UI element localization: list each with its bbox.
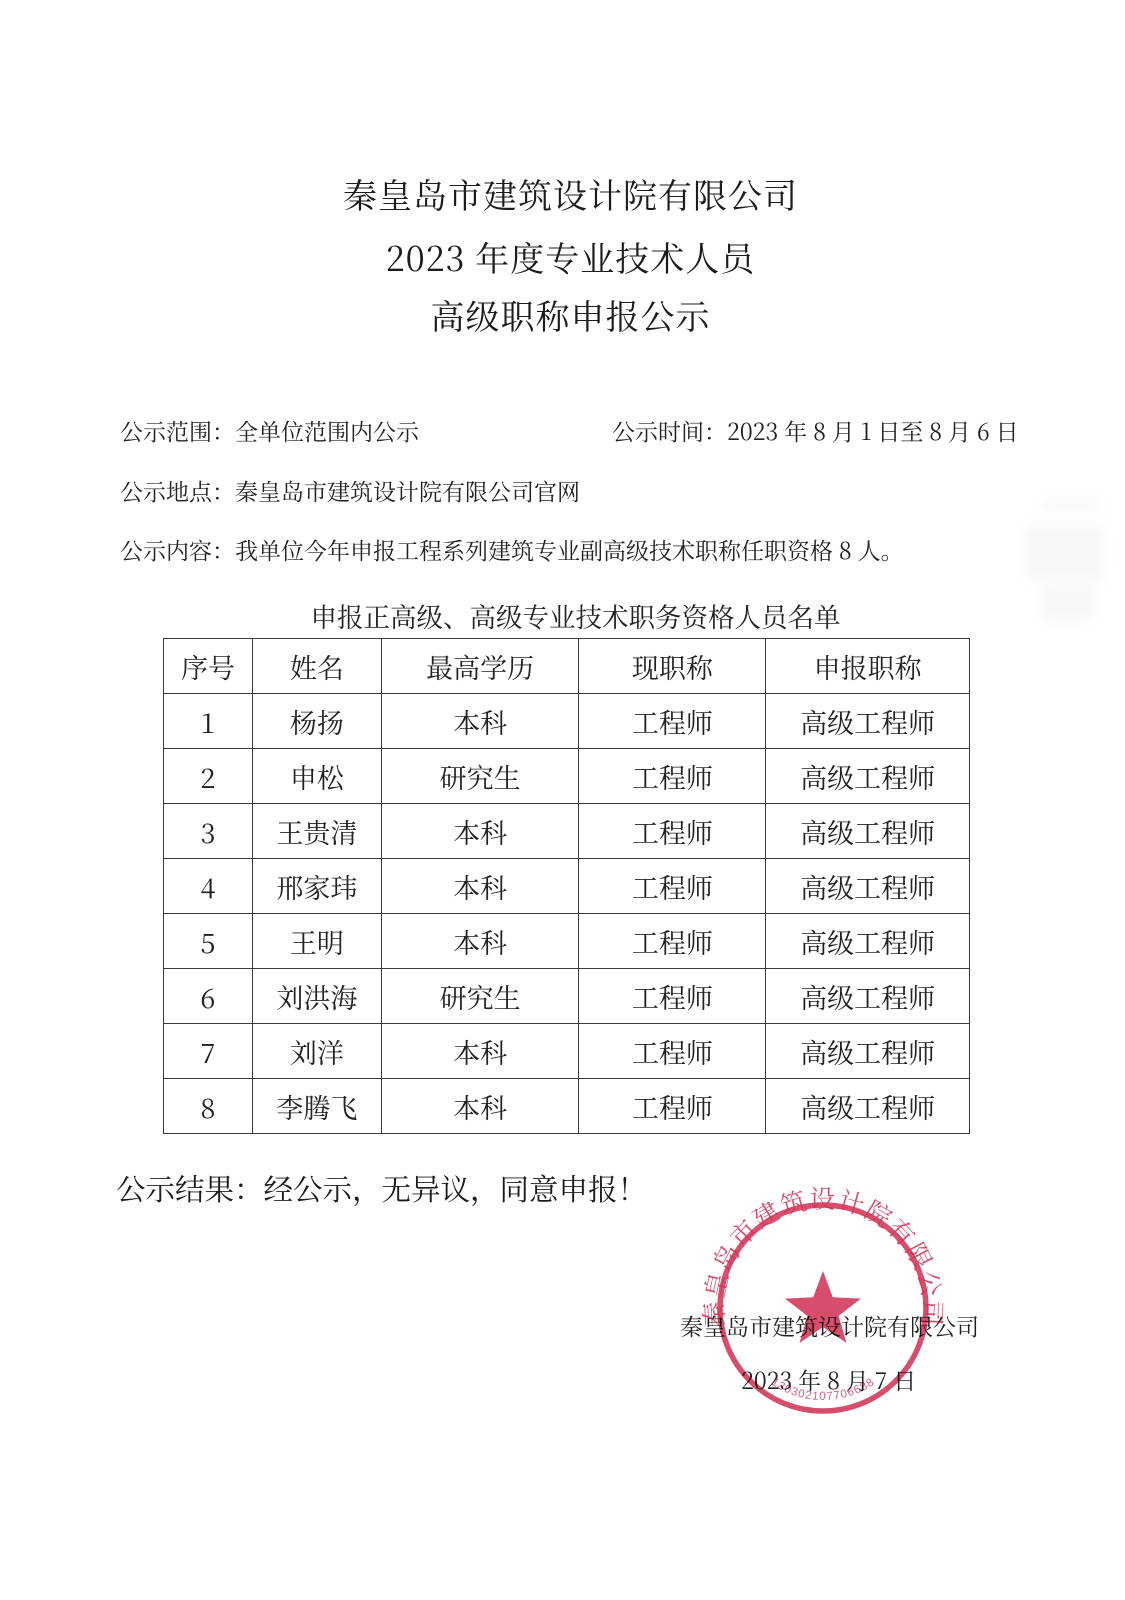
svg-text:130302107706688: 130302107706688 <box>769 1376 877 1403</box>
